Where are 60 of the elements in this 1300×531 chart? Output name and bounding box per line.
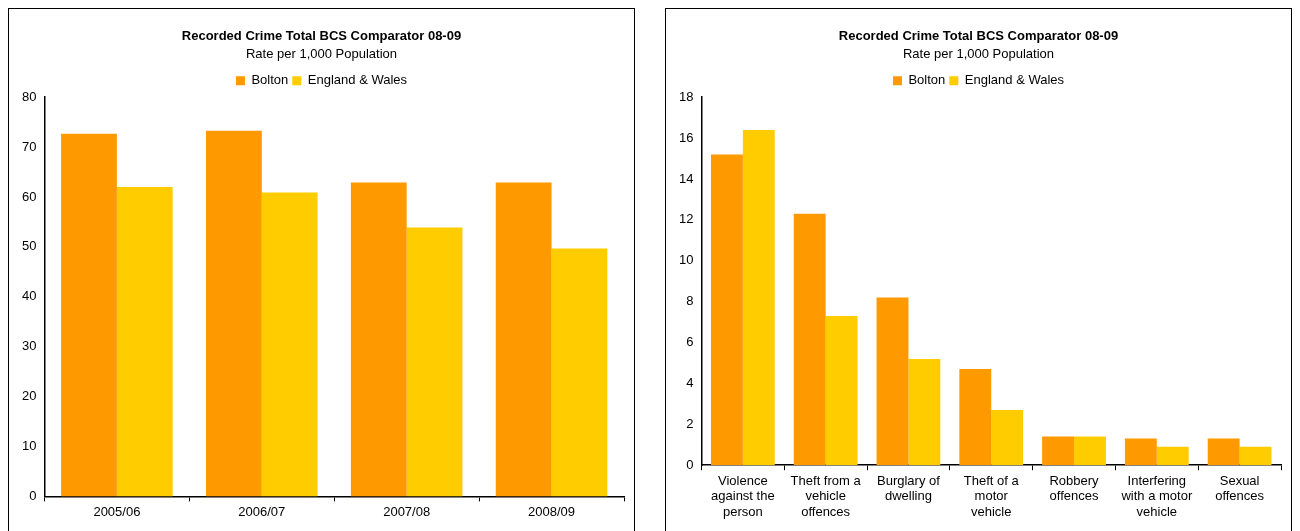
x-tick-label: 2008/09 <box>528 503 576 519</box>
y-tick-label: 4 <box>686 375 694 390</box>
x-tick-label: Robbery offences <box>1049 472 1100 504</box>
bar <box>1239 446 1272 466</box>
bar <box>825 315 858 466</box>
y-tick-label: 18 <box>678 88 694 104</box>
legend-label: England & Wales <box>307 72 408 88</box>
legend-label: Bolton <box>251 72 289 88</box>
bar <box>61 133 117 497</box>
y-tick-label: 16 <box>678 129 694 145</box>
x-tick-label: Burglary of dwelling <box>877 472 941 504</box>
bar <box>495 182 552 497</box>
chart-title: Recorded Crime Total BCS Comparator 08-09 <box>181 28 462 44</box>
bar <box>116 187 173 497</box>
bar <box>1074 436 1106 466</box>
x-tick-label: 2006/07 <box>238 503 286 519</box>
bar <box>710 154 743 466</box>
x-tick-label: Theft of a motor vehicle <box>963 472 1020 519</box>
bar <box>908 358 941 466</box>
bar <box>959 369 992 466</box>
y-tick-label: 10 <box>21 438 37 454</box>
x-tick-label: 2007/08 <box>383 503 431 519</box>
x-tick-label: Theft from a vehicle offences <box>790 472 862 519</box>
y-tick-label: 8 <box>686 293 694 309</box>
y-tick-label: 30 <box>21 338 37 354</box>
legend-label: England & Wales <box>964 72 1065 88</box>
bar <box>1207 438 1240 466</box>
chart-subtitle: Rate per 1,000 Population <box>902 45 1055 61</box>
y-tick-label: 12 <box>678 211 694 227</box>
bar <box>1156 446 1189 466</box>
bar <box>350 182 407 497</box>
y-tick-label: 6 <box>686 334 694 350</box>
y-tick-label: 14 <box>678 170 694 186</box>
bar <box>261 192 318 497</box>
bar <box>551 248 608 497</box>
bar <box>406 227 463 497</box>
bar <box>1042 436 1075 466</box>
x-tick-label: Interfering with a motor vehicle <box>1120 472 1193 519</box>
chart-title: Recorded Crime Total BCS Comparator 08-09 <box>838 28 1119 44</box>
bar <box>206 130 262 497</box>
y-tick-label: 20 <box>21 388 37 404</box>
legend-label: Bolton <box>908 72 946 88</box>
x-tick-label: 2005/06 <box>93 503 141 519</box>
y-tick-label: 70 <box>21 138 37 154</box>
y-tick-label: 80 <box>21 88 37 104</box>
x-tick-label: Violence against the person <box>711 472 775 519</box>
bar <box>1124 438 1157 466</box>
y-tick-label: 60 <box>21 188 37 204</box>
y-tick-label: 40 <box>21 288 37 304</box>
chart-subtitle: Rate per 1,000 Population <box>245 45 398 61</box>
x-tick-label: Sexual offences <box>1215 472 1265 504</box>
bar <box>991 410 1024 466</box>
bar <box>793 213 826 466</box>
y-tick-label: 0 <box>686 456 694 472</box>
y-tick-label: 0 <box>29 487 37 503</box>
bar <box>742 129 775 466</box>
y-tick-label: 10 <box>678 252 694 268</box>
bar <box>876 297 909 466</box>
y-tick-label: 2 <box>686 415 694 431</box>
y-tick-label: 50 <box>21 238 37 254</box>
